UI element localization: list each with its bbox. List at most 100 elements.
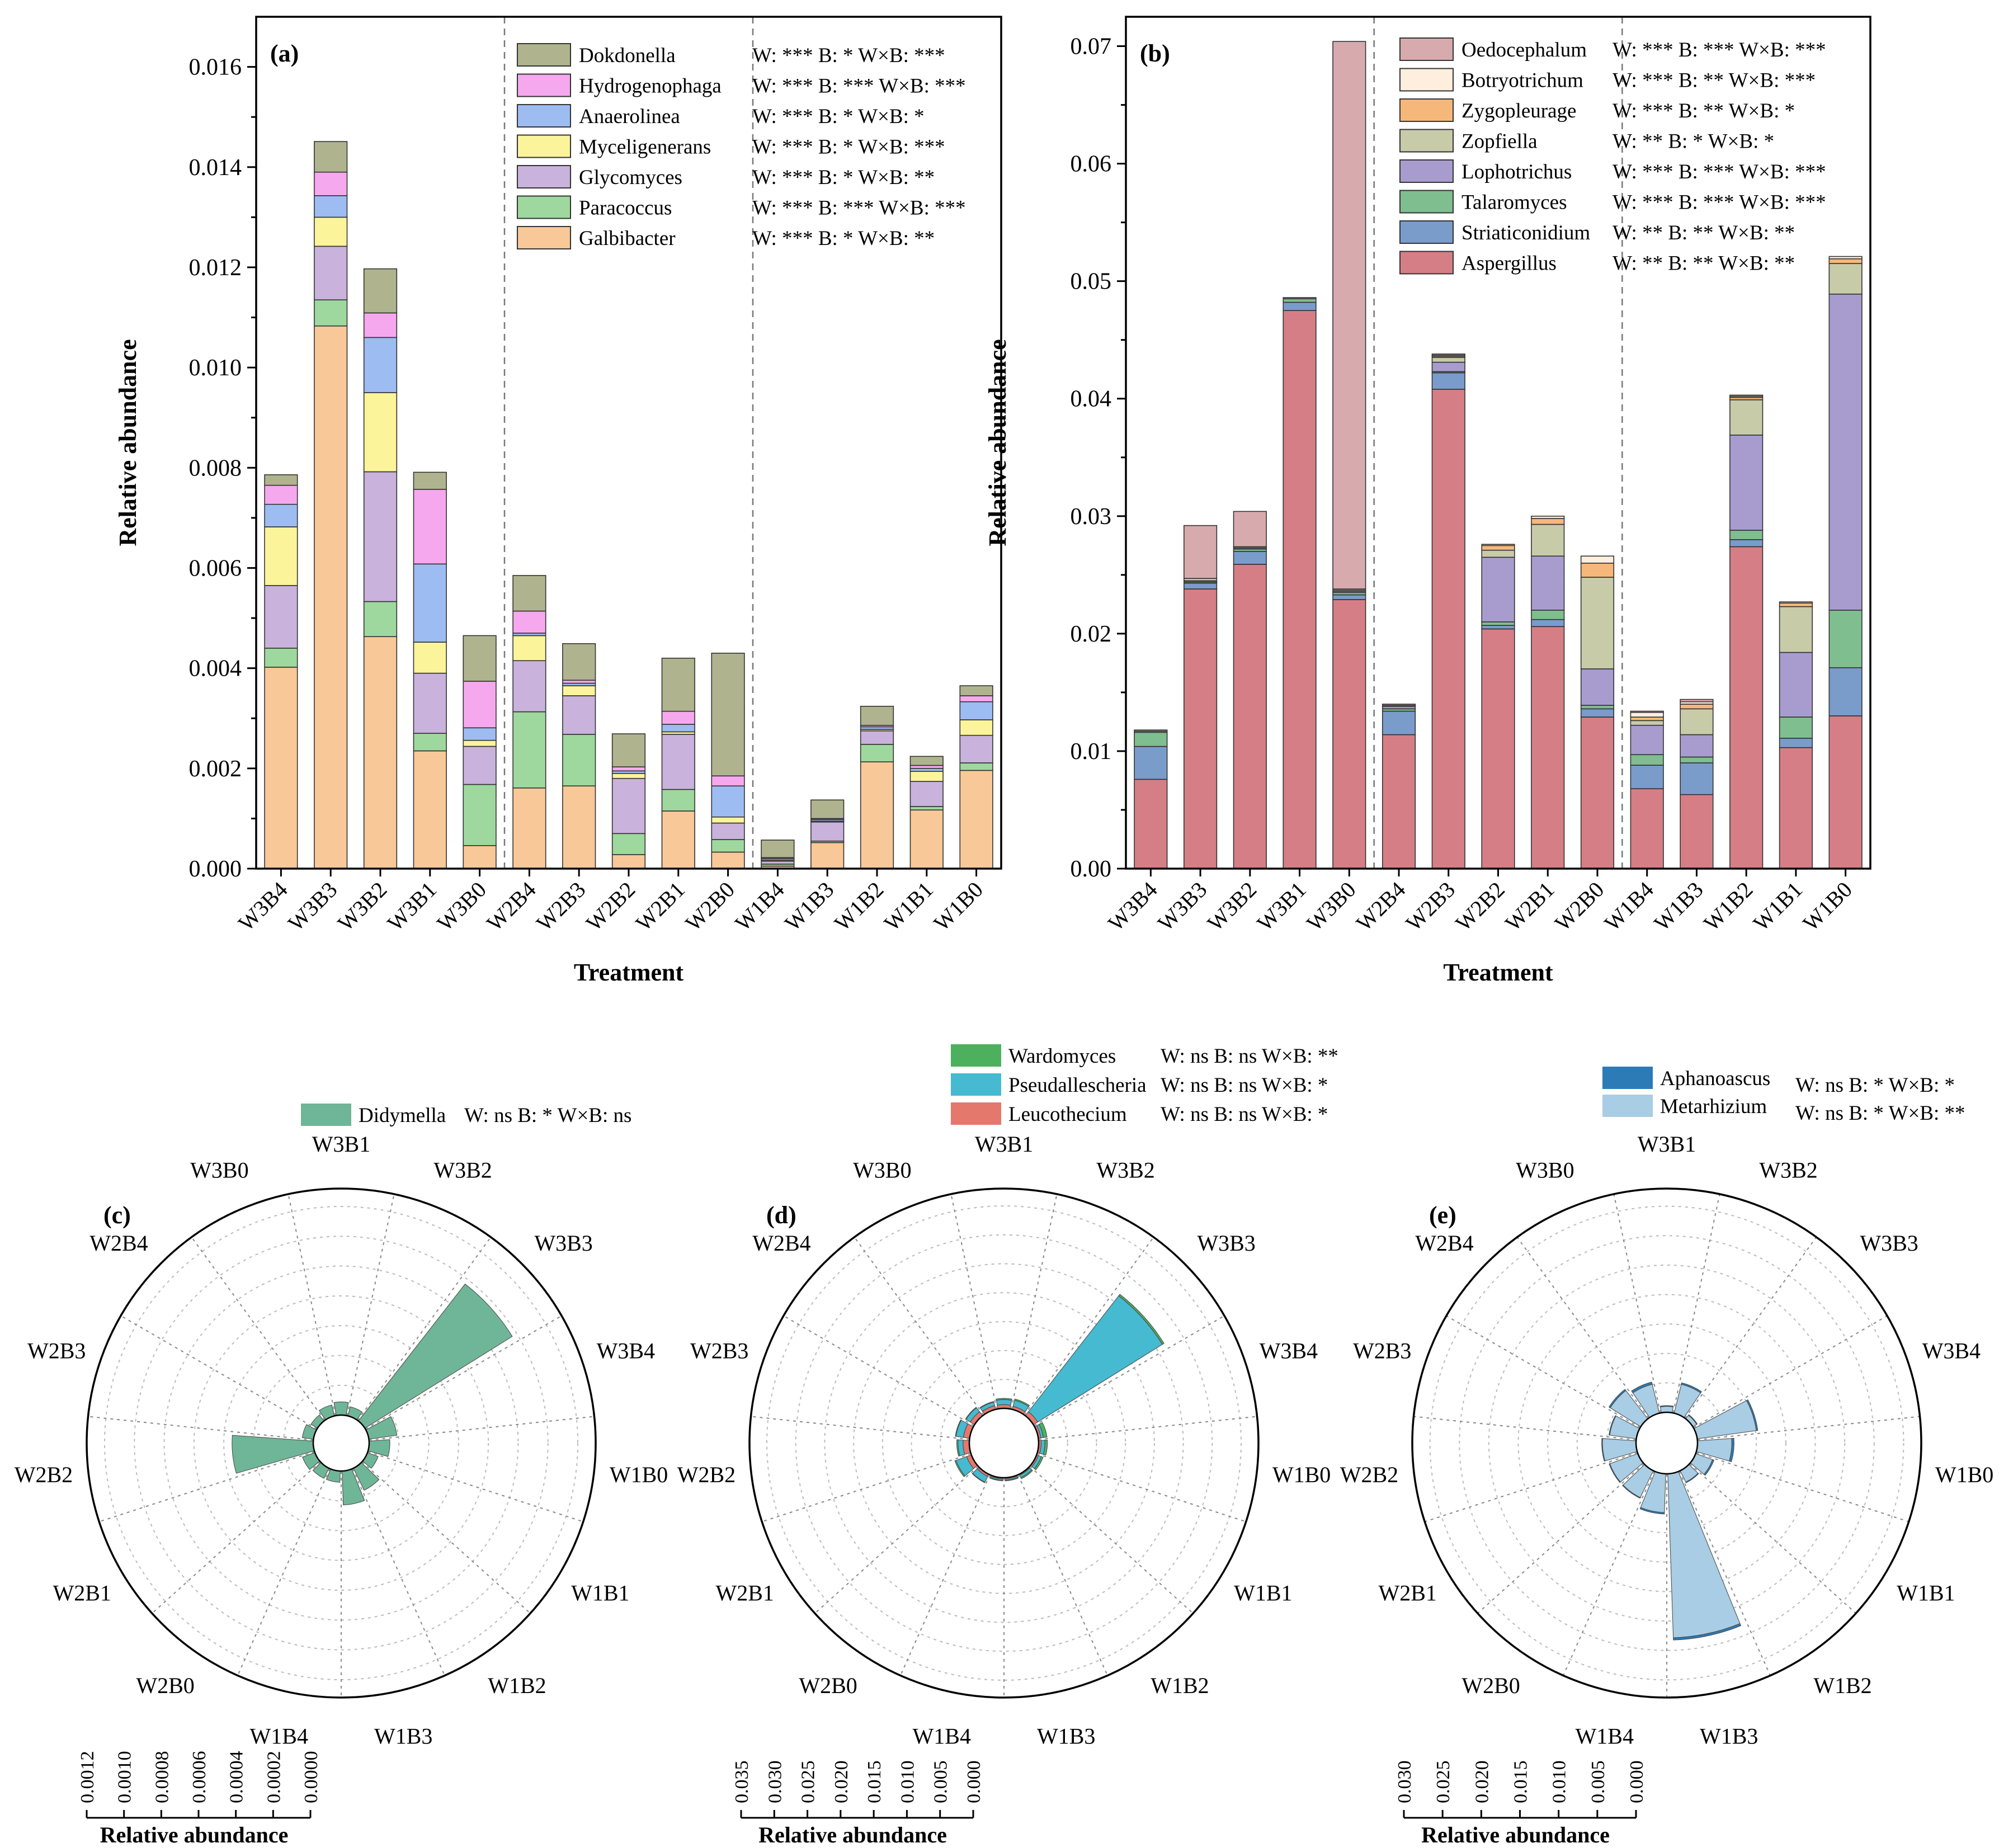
- legend-sig-dokdonella: W: *** B: * W×B: ***: [752, 44, 945, 67]
- category-label-w1b1: W1B1: [571, 1581, 629, 1606]
- legend-d: Wardomyces W: ns B: ns W×B: ** Pseudallesc…: [951, 1044, 1338, 1126]
- bar-b-w3b0-aspergillus: [1332, 599, 1366, 869]
- wedge-e-w3b4-metarhizium: [1693, 1400, 1757, 1439]
- wedge-d-w3b1-wardomyces: [996, 1398, 1012, 1401]
- wedge-e-w2b2-aphanoascus: [1601, 1438, 1606, 1462]
- chart-panel-a: W3B4W3B3W3B2W3B1W3B0W2B4W2B3W2B2W2B1W2B0…: [114, 16, 1002, 986]
- bar-a-w1b1-hydrogenophaga: [909, 765, 944, 769]
- y-tick-label: 0.012: [189, 255, 242, 281]
- bar-a-w3b3-anaerolinea: [314, 195, 348, 218]
- bar-a-w2b0-galbibacter: [711, 851, 745, 869]
- bar-a-w2b4-galbibacter: [512, 787, 546, 869]
- wedge-d-w1b0-wardomyces: [1043, 1439, 1048, 1456]
- wedge-d-w3b0-wardomyces: [979, 1401, 994, 1409]
- bar-a-w1b4-dokdonella: [761, 840, 795, 859]
- y-axis-title: Relative abundance: [984, 339, 1011, 546]
- bar-a-w1b2-galbibacter: [860, 761, 894, 869]
- polar-grid-ring: [940, 1379, 1068, 1507]
- bar-b-w3b3-aspergillus: [1184, 588, 1218, 869]
- legend-sig-pseudallescheria: W: ns B: ns W×B: *: [1161, 1074, 1328, 1097]
- bar-b-w1b3-oedocephalum: [1680, 699, 1714, 703]
- polar-spoke: [369, 1416, 595, 1441]
- bar-a-w1b0-hydrogenophaga: [959, 695, 993, 703]
- panel-label: (a): [270, 40, 299, 67]
- bar-b-w2b1-botryotrichum: [1531, 515, 1565, 519]
- legend-swatch-myceligenerans: [517, 134, 571, 158]
- bar-b-w2b3-lophotrichus: [1431, 361, 1465, 373]
- category-label-w3b3: W3B3: [1197, 1231, 1255, 1256]
- legend-swatch-didymella: [301, 1104, 351, 1126]
- legend-swatch-oedocephalum: [1399, 37, 1454, 61]
- legend-sig-didymella: W: ns B: * W×B: ns: [464, 1104, 631, 1127]
- polar-spoke: [783, 1315, 974, 1426]
- x-tick-label-w3b0: W3B0: [432, 877, 491, 936]
- bar-a-w1b1-glycomyces: [909, 781, 944, 807]
- bar-a-w3b4-anaerolinea: [264, 503, 298, 527]
- category-label-w1b2: W1B2: [488, 1673, 546, 1698]
- polar-grid-ring: [1459, 1235, 1875, 1651]
- radial-axis-title: Relative abundance: [1421, 1822, 1610, 1847]
- bar-b-w1b2-zopfiella: [1729, 399, 1764, 436]
- category-label-w3b4: W3B4: [1922, 1338, 1981, 1364]
- legend-label-lophotrichus: Lophotrichus: [1461, 161, 1572, 183]
- legend-sig-botryotrichum: W: *** B: ** W×B: ***: [1613, 69, 1816, 92]
- wedge-d-w2b2-wardomyces: [956, 1439, 960, 1457]
- polar-spoke: [1477, 1463, 1644, 1614]
- category-label-w2b0: W2B0: [1461, 1673, 1520, 1698]
- x-tick-label-w3b2: W3B2: [1203, 877, 1262, 936]
- bar-b-w2b3-aspergillus: [1431, 389, 1465, 869]
- bar-b-w2b2-lophotrichus: [1481, 557, 1515, 623]
- category-label-w2b2: W2B2: [15, 1462, 73, 1487]
- x-tick-label-w1b0: W1B0: [928, 877, 988, 936]
- y-tick-label: 0.06: [1071, 152, 1112, 177]
- bar-a-w1b3-dokdonella: [810, 799, 845, 819]
- legend-label-aspergillus: Aspergillus: [1461, 252, 1557, 275]
- x-tick-label-w3b4: W3B4: [1103, 877, 1162, 936]
- bar-a-w2b3-myceligenerans: [562, 685, 596, 696]
- bar-a-w3b2-myceligenerans: [363, 392, 398, 473]
- bar-a-w2b3-hydrogenophaga: [562, 680, 596, 684]
- y-tick-label: 0.002: [189, 756, 242, 782]
- category-label-w3b0: W3B0: [853, 1157, 911, 1182]
- category-label-w3b1: W3B1: [1638, 1132, 1696, 1157]
- polar-outer-ring: [86, 1187, 597, 1699]
- radial-tick-label: 0.010: [897, 1761, 918, 1804]
- bar-a-w2b4-hydrogenophaga: [512, 610, 546, 634]
- bar-a-w3b0-myceligenerans: [463, 739, 497, 747]
- bar-b-w1b4-zopfiella: [1630, 720, 1664, 726]
- wedge-d-w2b1-wardomyces: [954, 1460, 965, 1477]
- x-tick-label-w2b3: W2B3: [531, 877, 591, 936]
- wedge-e-w1b2-aphanoascus: [1685, 1473, 1699, 1483]
- radial-tick-label: 0.005: [1588, 1761, 1609, 1804]
- radial-tick-label: 0.020: [1472, 1761, 1492, 1804]
- wedge-e-w3b2-aphanoascus: [1681, 1382, 1702, 1393]
- bar-b-w3b4-talaromyces: [1134, 732, 1168, 747]
- y-tick-label: 0.05: [1071, 269, 1112, 295]
- bar-b-w3b0-oedocephalum: [1332, 41, 1366, 590]
- bar-a-w3b4-paracoccus: [264, 648, 298, 668]
- polar-spoke: [152, 1461, 321, 1614]
- bar-b-w1b4-zygopleurage: [1630, 716, 1664, 722]
- category-label-w1b3: W1B3: [374, 1723, 432, 1748]
- bar-a-w1b1-paracoccus: [909, 806, 944, 810]
- bar-a-w3b1-anaerolinea: [413, 563, 447, 643]
- x-tick-label-w3b1: W3B1: [1252, 877, 1311, 936]
- y-axis-title: Relative abundance: [114, 339, 142, 546]
- chart-panel-b: W3B4W3B3W3B2W3B1W3B0W2B4W2B3W2B2W2B1W2B0…: [984, 16, 1871, 986]
- polar-spoke: [1516, 1237, 1649, 1419]
- bar-b-w1b3-lophotrichus: [1680, 734, 1714, 758]
- legend-label-zopfiella: Zopfiella: [1461, 130, 1538, 153]
- bar-a-w2b1-glycomyces: [661, 734, 695, 790]
- bar-a-w3b4-galbibacter: [264, 667, 298, 869]
- bar-b-w1b1-aspergillus: [1779, 747, 1813, 869]
- bar-b-w2b1-zopfiella: [1531, 524, 1565, 557]
- bar-b-w2b0-lophotrichus: [1580, 668, 1615, 706]
- bar-a-w2b3-galbibacter: [562, 785, 596, 869]
- category-label-w3b0: W3B0: [1516, 1157, 1574, 1182]
- polar-spoke: [346, 1194, 395, 1416]
- wedge-e-w1b4-aphanoascus: [1639, 1507, 1665, 1515]
- bar-b-w1b1-zopfiella: [1779, 606, 1813, 653]
- bar-a-w1b1-dokdonella: [909, 756, 944, 766]
- bar-b-w2b3-striaticonidium: [1431, 372, 1465, 390]
- legend-label-myceligenerans: Myceligenerans: [579, 136, 711, 159]
